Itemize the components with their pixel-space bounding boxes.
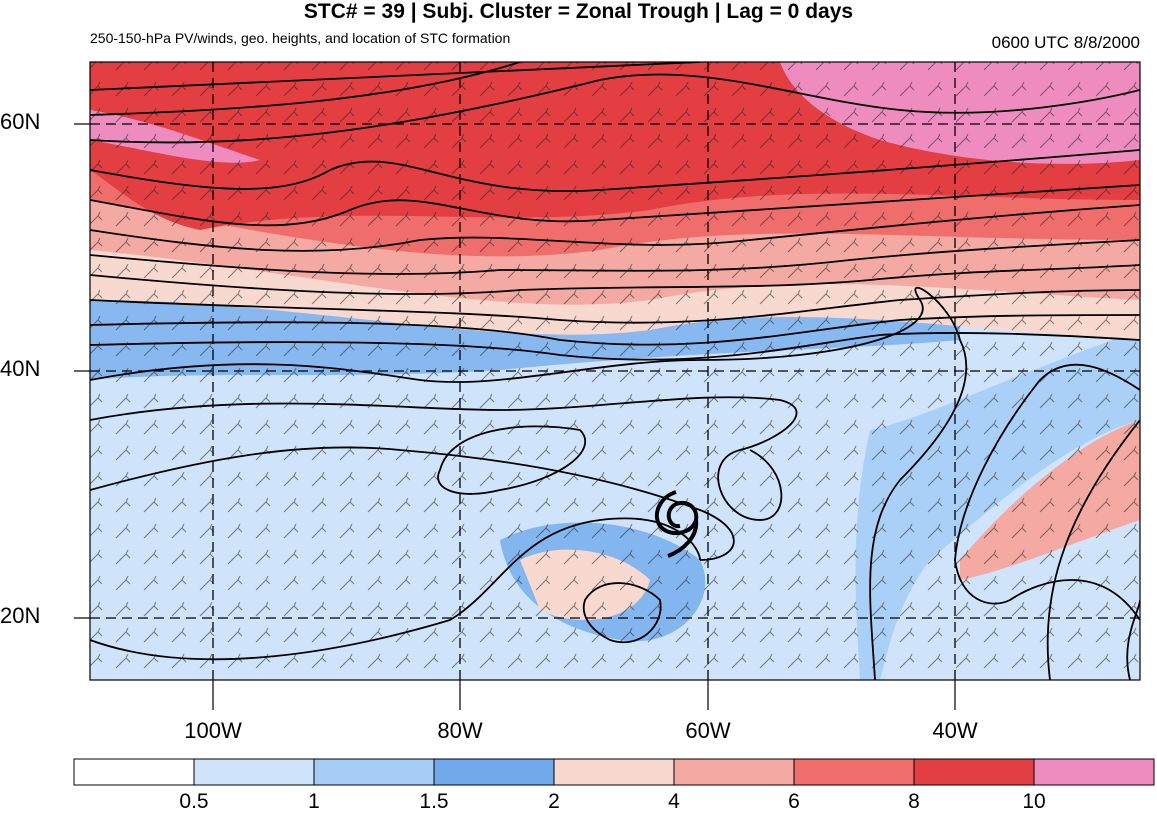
lat-label-20n: 20N [0, 603, 41, 628]
height-contours [90, 62, 1140, 680]
lat-label-60n: 60N [0, 109, 41, 134]
stc-symbol [654, 490, 699, 558]
colorbar-box [553, 758, 675, 786]
colorbar-label: 4 [668, 790, 680, 813]
colorbar-label: 8 [908, 790, 920, 813]
valid-time: 0600 UTC 8/8/2000 [991, 33, 1140, 52]
lon-label-40w: 40W [932, 718, 978, 743]
lon-label-100w: 100W [184, 718, 242, 743]
colorbar [73, 758, 1155, 786]
plot-subtitle: 250-150-hPa PV/winds, geo. heights, and … [90, 30, 511, 46]
plot-title: STC# = 39 | Subj. Cluster = Zonal Trough… [303, 0, 854, 23]
graticule [90, 62, 1140, 680]
colorbar-label: 1.5 [419, 790, 449, 813]
lon-label-60w: 60W [685, 718, 731, 743]
wind-barbs [90, 62, 1140, 680]
colorbar-box [913, 758, 1035, 786]
lon-label-80w: 80W [437, 718, 483, 743]
colorbar-label: 0.5 [179, 790, 209, 813]
colorbar-box [673, 758, 795, 786]
lat-label-40n: 40N [0, 356, 41, 381]
colorbar-box [313, 758, 435, 786]
map-plot-area [90, 62, 1140, 680]
colorbar-label: 1 [308, 790, 320, 813]
colorbar-label: 10 [1022, 790, 1046, 813]
colorbar-box [1033, 758, 1155, 786]
colorbar-label: 2 [548, 790, 560, 813]
colorbar-label: 6 [788, 790, 800, 813]
tropical-cyclone-symbol-icon [654, 490, 699, 558]
colorbar-box [793, 758, 915, 786]
axis-ticks [74, 123, 956, 710]
colorbar-box [73, 758, 195, 786]
colorbar-box [433, 758, 555, 786]
colorbar-box [193, 758, 315, 786]
